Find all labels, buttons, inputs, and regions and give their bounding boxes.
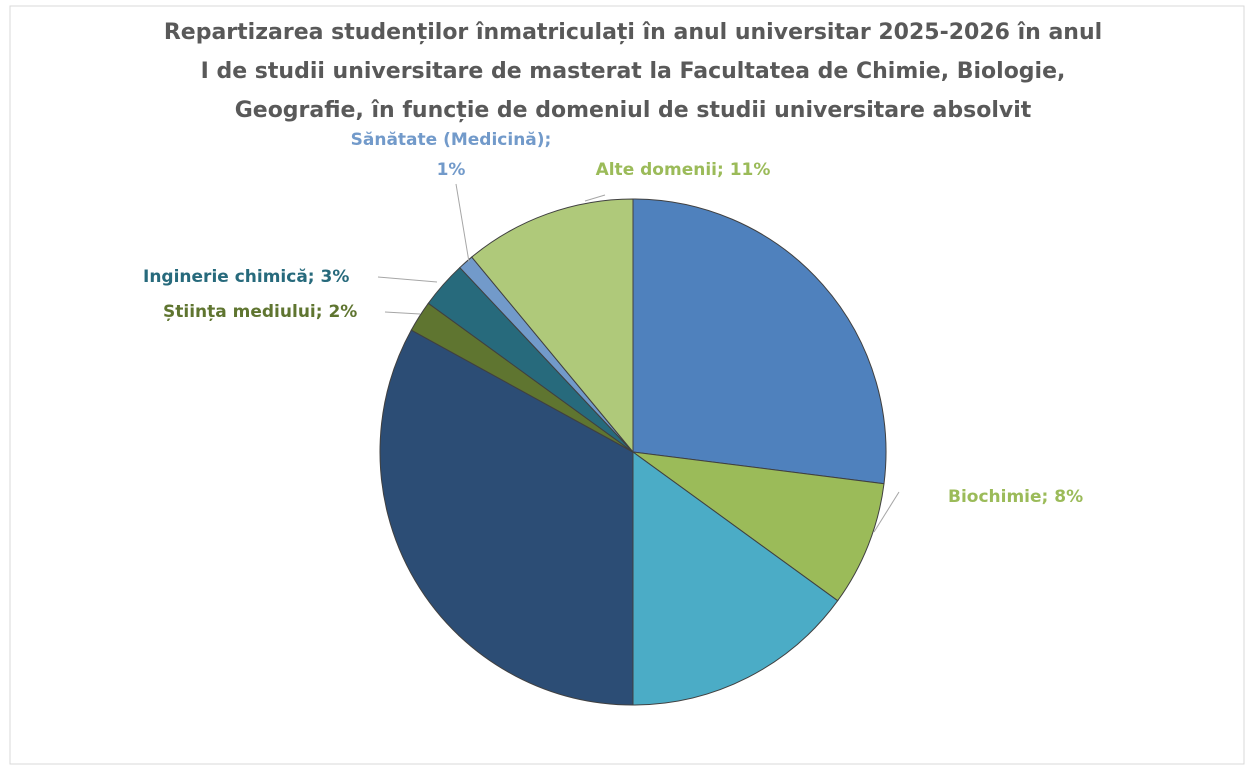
- data-label: Știința mediului; 2%: [163, 302, 357, 322]
- leader-line: [455, 183, 470, 263]
- pie-slice: [471, 198, 634, 454]
- leader-line: [873, 491, 900, 533]
- pie-slice: [632, 451, 839, 706]
- title-line: Repartizarea studenților înmatriculați î…: [164, 20, 1102, 45]
- data-label: Biochimie; 8%: [948, 487, 1083, 507]
- chart-title: Repartizarea studenților înmatriculați î…: [164, 20, 1102, 123]
- title-line: I de studii universitare de masterat la …: [201, 59, 1066, 84]
- data-label: Inginerie chimică; 3%: [143, 267, 349, 287]
- leader-line: [384, 311, 421, 315]
- pie-slice: [632, 198, 887, 485]
- leader-line: [377, 276, 438, 283]
- title-line: Geografie, în funcție de domeniul de stu…: [235, 98, 1032, 123]
- leader-line: [584, 194, 606, 202]
- data-label: Sănătate (Medicină); 1%: [351, 130, 552, 180]
- data-label: Alte domenii; 11%: [596, 160, 771, 180]
- pie-slice: [632, 451, 885, 602]
- pie-slice: [379, 329, 634, 706]
